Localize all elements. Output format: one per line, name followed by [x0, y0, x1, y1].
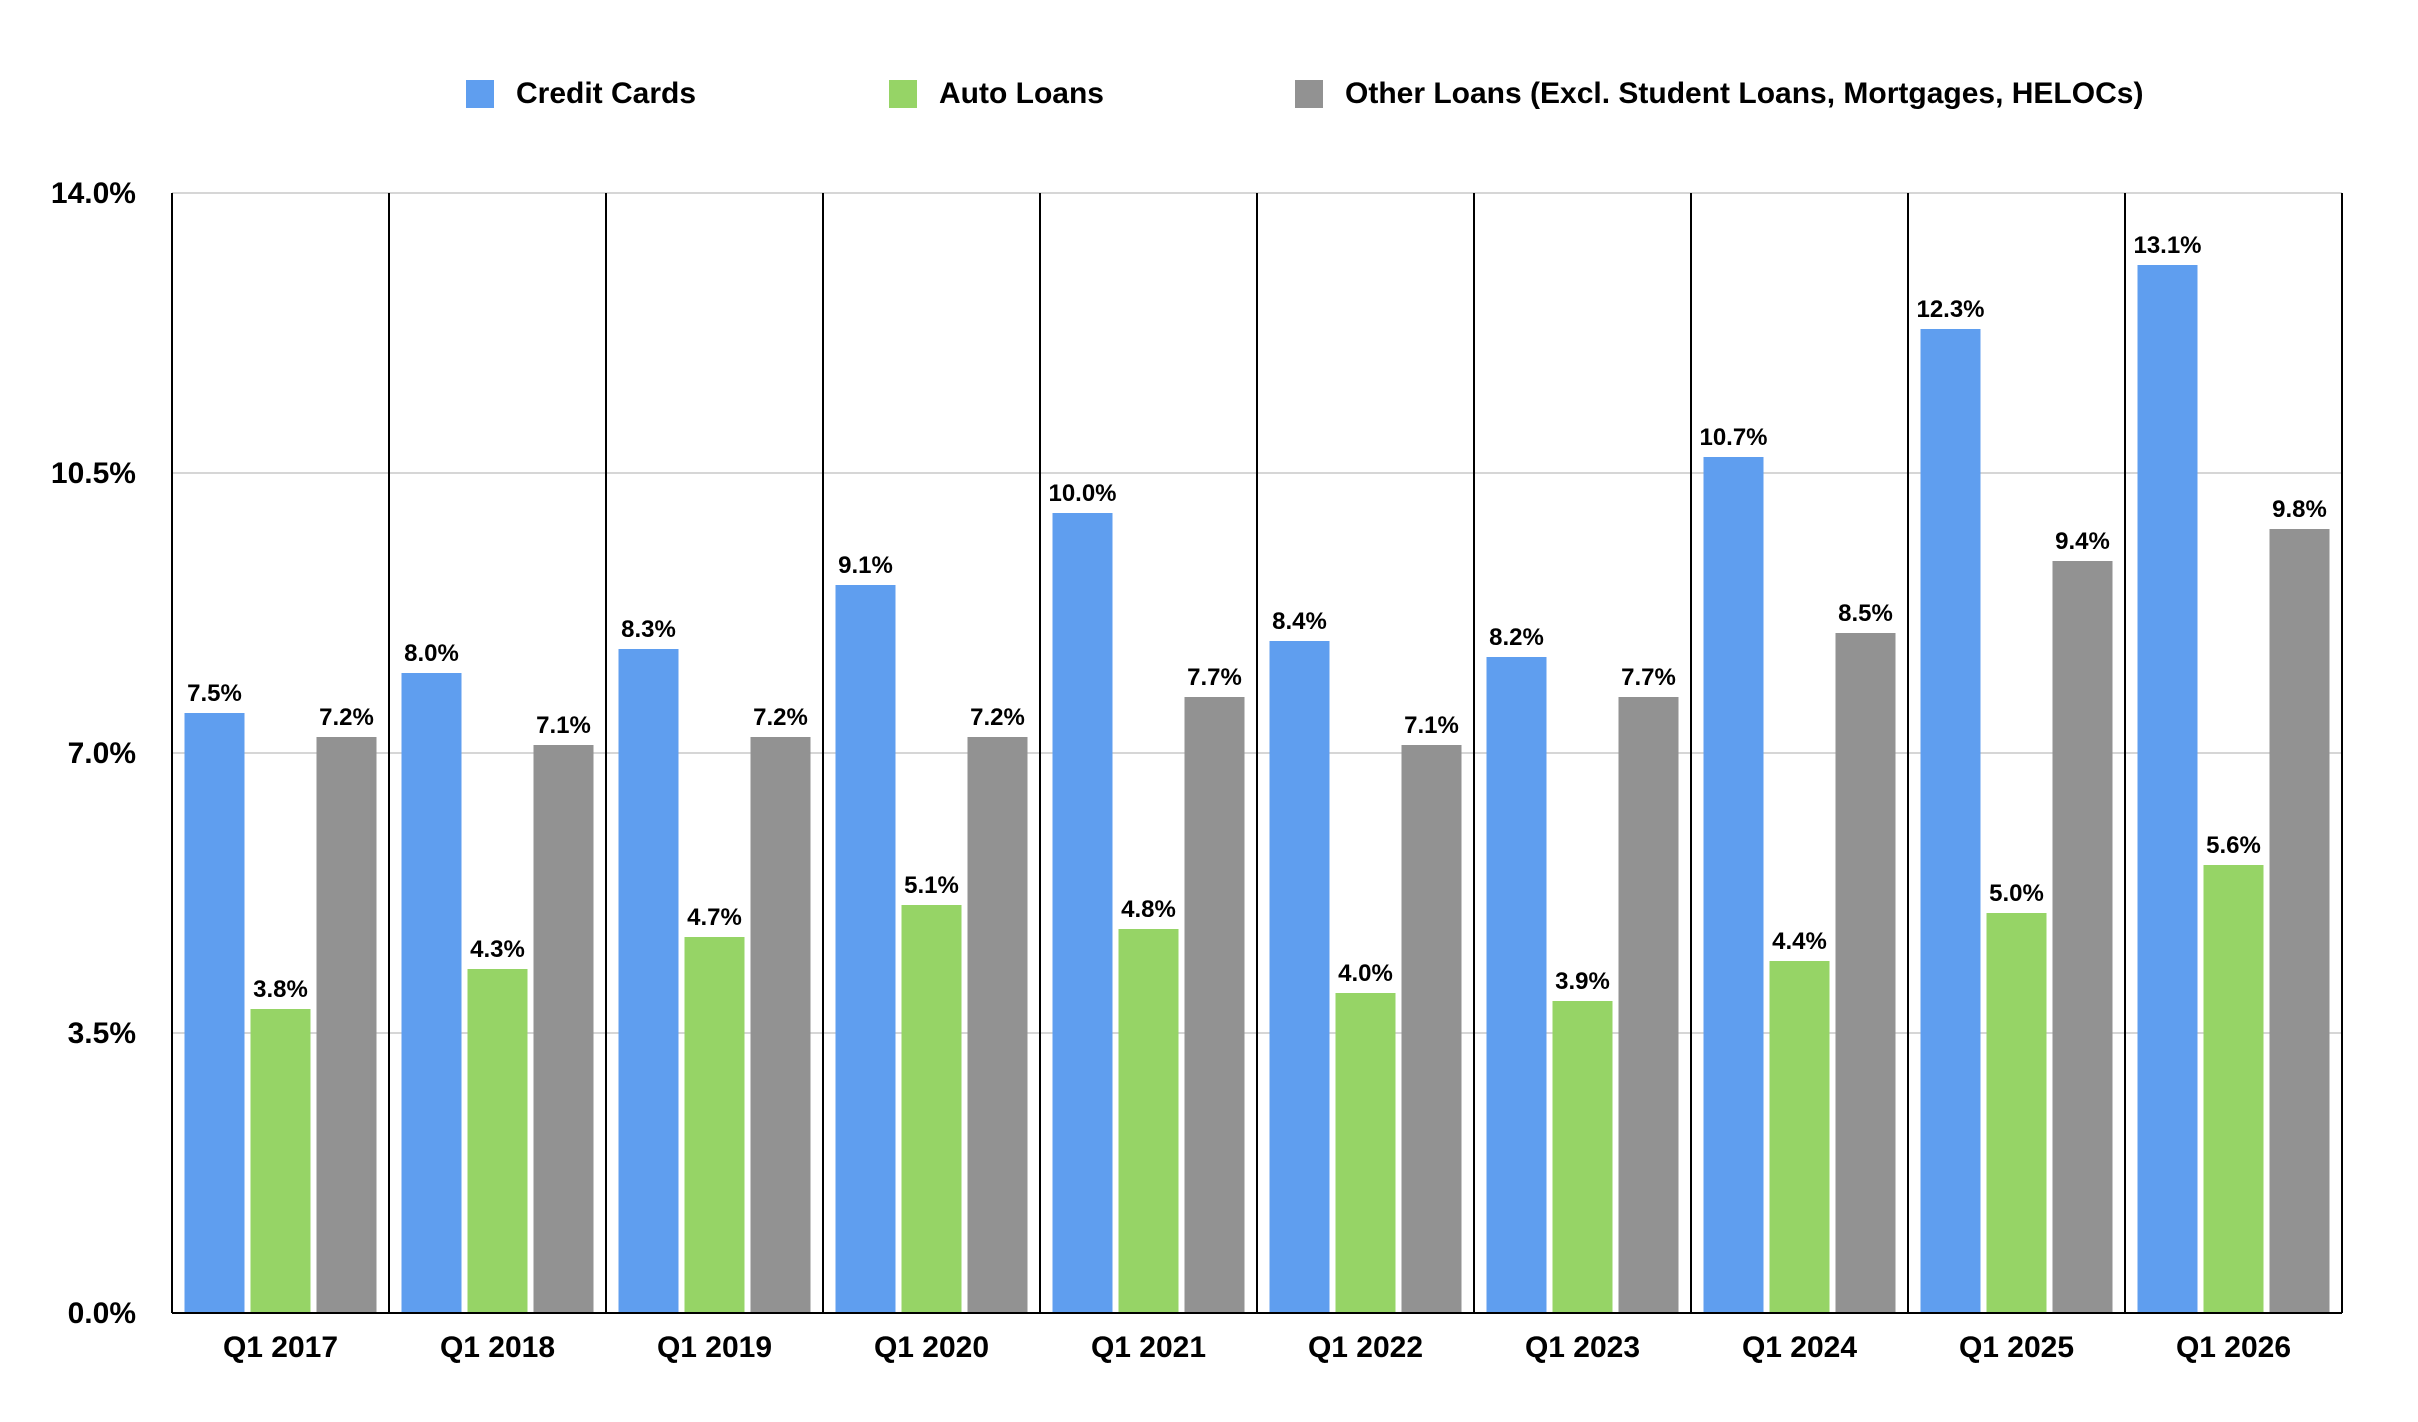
data-label: 9.1%	[838, 552, 893, 579]
bar-other-loans-excl-stu-q1-2025	[2052, 561, 2113, 1313]
data-label: 4.8%	[1121, 896, 1176, 923]
y-tick-label: 3.5%	[68, 1017, 136, 1050]
bar-auto-loans-q1-2022	[1335, 993, 1396, 1313]
bar-auto-loans-q1-2025	[1986, 913, 2047, 1313]
legend-item-other-loans: Other Loans (Excl. Student Loans, Mortga…	[1295, 74, 2143, 114]
legend-swatch-credit-cards	[466, 80, 494, 108]
data-label: 8.0%	[404, 640, 459, 667]
x-tick-label: Q1 2024	[1742, 1331, 1857, 1364]
bar-auto-loans-q1-2026	[2203, 865, 2264, 1313]
bar-credit-cards-q1-2018	[401, 673, 462, 1313]
data-label: 5.1%	[904, 872, 959, 899]
data-label: 8.2%	[1489, 624, 1544, 651]
y-tick-label: 10.5%	[51, 457, 136, 490]
bar-auto-loans-q1-2024	[1769, 961, 1830, 1313]
bar-other-loans-excl-stu-q1-2024	[1835, 633, 1896, 1313]
bar-other-loans-excl-stu-q1-2023	[1618, 697, 1679, 1313]
bar-auto-loans-q1-2020	[901, 905, 962, 1313]
data-label: 4.0%	[1338, 960, 1393, 987]
legend-label-credit-cards: Credit Cards	[516, 77, 697, 110]
data-label: 10.0%	[1048, 480, 1116, 507]
bar-auto-loans-q1-2021	[1118, 929, 1179, 1313]
bar-credit-cards-q1-2026	[2137, 265, 2198, 1313]
bar-other-loans-excl-stu-q1-2019	[750, 737, 811, 1313]
bar-auto-loans-q1-2017	[250, 1009, 311, 1313]
data-label: 5.6%	[2206, 832, 2261, 859]
y-tick-label: 0.0%	[68, 1297, 136, 1330]
x-tick-label: Q1 2021	[1091, 1331, 1206, 1364]
x-tick-label: Q1 2017	[223, 1331, 338, 1364]
x-tick-label: Q1 2019	[657, 1331, 772, 1364]
y-tick-label: 14.0%	[51, 177, 136, 210]
bar-other-loans-excl-stu-q1-2020	[967, 737, 1028, 1313]
data-label: 7.2%	[753, 704, 808, 731]
data-label: 7.2%	[970, 704, 1025, 731]
x-tick-label: Q1 2025	[1959, 1331, 2074, 1364]
bar-auto-loans-q1-2018	[467, 969, 528, 1313]
bar-other-loans-excl-stu-q1-2018	[533, 745, 594, 1313]
data-label: 10.7%	[1699, 424, 1767, 451]
x-tick-label: Q1 2018	[440, 1331, 555, 1364]
chart-legend: Credit Cards Auto Loans Other Loans (Exc…	[0, 74, 2418, 114]
data-label: 4.3%	[470, 936, 525, 963]
frame-layer	[171, 193, 2343, 1314]
y-tick-label: 7.0%	[68, 737, 136, 770]
x-tick-label: Q1 2026	[2176, 1331, 2291, 1364]
bar-credit-cards-q1-2025	[1920, 329, 1981, 1313]
legend-label-auto-loans: Auto Loans	[939, 77, 1104, 110]
bar-other-loans-excl-stu-q1-2026	[2269, 529, 2330, 1313]
data-label: 4.7%	[687, 904, 742, 931]
bar-auto-loans-q1-2019	[684, 937, 745, 1313]
legend-swatch-other-loans	[1295, 80, 1323, 108]
bar-other-loans-excl-stu-q1-2022	[1401, 745, 1462, 1313]
data-label: 7.1%	[1404, 712, 1459, 739]
bar-credit-cards-q1-2017	[184, 713, 245, 1313]
data-label: 7.2%	[319, 704, 374, 731]
bar-other-loans-excl-stu-q1-2021	[1184, 697, 1245, 1313]
legend-label-other-loans: Other Loans (Excl. Student Loans, Mortga…	[1345, 77, 2144, 110]
legend-item-auto-loans: Auto Loans	[889, 74, 1104, 114]
legend-swatch-auto-loans	[889, 80, 917, 108]
data-label: 8.4%	[1272, 608, 1327, 635]
bar-credit-cards-q1-2024	[1703, 457, 1764, 1313]
data-label: 13.1%	[2133, 232, 2201, 259]
bar-credit-cards-q1-2023	[1486, 657, 1547, 1313]
data-label: 8.3%	[621, 616, 676, 643]
bar-auto-loans-q1-2023	[1552, 1001, 1613, 1313]
bar-credit-cards-q1-2020	[835, 585, 896, 1313]
bar-credit-cards-q1-2021	[1052, 513, 1113, 1313]
data-label: 8.5%	[1838, 600, 1893, 627]
legend-item-credit-cards: Credit Cards	[466, 74, 696, 114]
bar-other-loans-excl-stu-q1-2017	[316, 737, 377, 1313]
bars-layer	[184, 265, 2330, 1313]
bar-credit-cards-q1-2019	[618, 649, 679, 1313]
x-tick-label: Q1 2020	[874, 1331, 989, 1364]
data-label: 3.8%	[253, 976, 308, 1003]
data-label: 7.7%	[1187, 664, 1242, 691]
labels-layer: 0.0% 3.5% 7.0% 10.5% 14.0% 7.5% 3.8% 7.2% Q1 201…	[51, 177, 2327, 1364]
data-label: 9.4%	[2055, 528, 2110, 555]
data-label: 7.7%	[1621, 664, 1676, 691]
data-label: 12.3%	[1916, 296, 1984, 323]
data-label: 3.9%	[1555, 968, 1610, 995]
x-tick-label: Q1 2022	[1308, 1331, 1423, 1364]
x-tick-label: Q1 2023	[1525, 1331, 1640, 1364]
data-label: 7.1%	[536, 712, 591, 739]
bar-credit-cards-q1-2022	[1269, 641, 1330, 1313]
data-label: 7.5%	[187, 680, 242, 707]
data-label: 9.8%	[2272, 496, 2327, 523]
data-label: 4.4%	[1772, 928, 1827, 955]
data-label: 5.0%	[1989, 880, 2044, 907]
